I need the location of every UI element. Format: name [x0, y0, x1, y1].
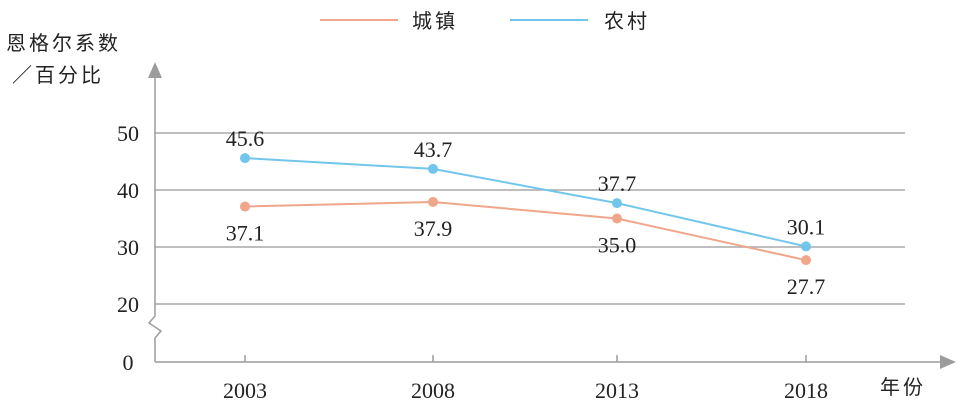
y-tick-label-zero: 0	[123, 350, 134, 375]
data-label-urban: 37.1	[226, 221, 265, 246]
series-layer: 37.1 37.9 35.0 27.7 45.6 43.7 37.7 30.1	[226, 126, 826, 299]
data-point-rural	[240, 153, 250, 164]
x-tick-labels: 2003 2008 2013 2018	[223, 355, 828, 403]
x-tick-label: 2013	[595, 378, 639, 403]
y-axis-arrow	[148, 62, 162, 78]
x-tick-label: 2018	[784, 378, 828, 403]
gridlines	[155, 132, 905, 305]
legend-label-urban: 城镇	[412, 9, 458, 33]
legend-label-rural: 农村	[604, 9, 650, 33]
y-tick-label: 40	[117, 178, 139, 203]
data-point-rural	[612, 198, 622, 209]
data-point-urban	[801, 255, 811, 266]
y-axis-title-line2: ／百分比	[12, 63, 104, 87]
y-tick-label: 20	[117, 292, 139, 317]
y-axis-line	[147, 78, 163, 362]
x-tick-label: 2003	[223, 378, 267, 403]
data-label-urban: 27.7	[787, 274, 826, 299]
data-label-urban: 35.0	[598, 233, 637, 258]
data-label-rural: 37.7	[598, 171, 637, 196]
series-line-rural	[244, 157, 807, 248]
x-axis-title: 年份	[880, 375, 926, 399]
axes	[147, 62, 956, 369]
data-point-urban	[428, 196, 438, 207]
data-label-urban: 37.9	[414, 216, 453, 241]
data-label-rural: 45.6	[226, 126, 265, 151]
y-tick-label: 50	[117, 121, 139, 146]
legend: 城镇 农村	[320, 9, 650, 33]
data-label-rural: 43.7	[414, 137, 453, 162]
x-axis-arrow	[940, 355, 956, 369]
y-tick-labels: 20 30 40 50	[117, 121, 139, 317]
y-axis-title-line1: 恩格尔系数	[6, 31, 121, 55]
data-point-rural	[428, 163, 438, 174]
x-tick-label: 2008	[411, 378, 455, 403]
data-point-rural	[801, 241, 811, 252]
y-tick-label: 30	[117, 235, 139, 260]
data-point-urban	[240, 201, 250, 212]
data-label-rural: 30.1	[787, 214, 826, 239]
data-point-urban	[612, 213, 622, 224]
series-line-urban	[244, 200, 807, 262]
